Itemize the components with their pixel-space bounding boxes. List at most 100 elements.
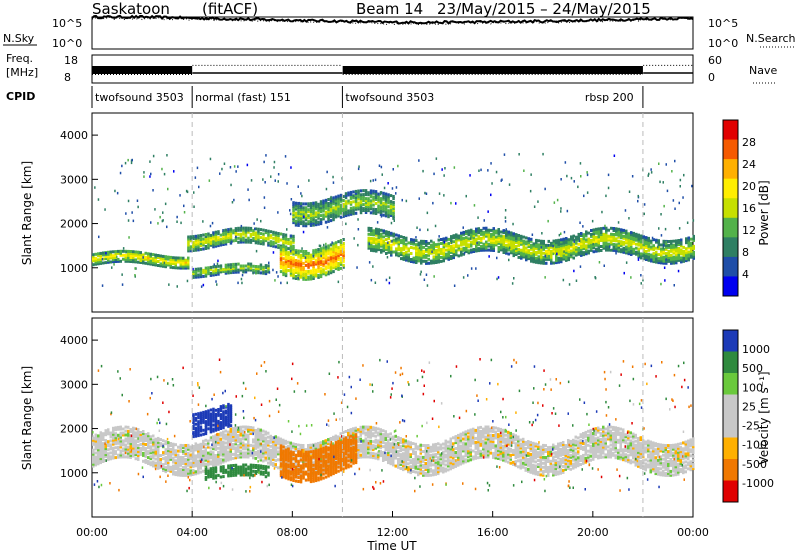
heat-cell [267, 447, 270, 451]
heat-cell [219, 439, 222, 443]
heat-cell [197, 463, 200, 467]
heat-cell [339, 256, 343, 260]
heat-cell [492, 239, 495, 243]
cpid-segments: twofsound 3503 normal (fast) 151 twofsound… [91, 86, 644, 108]
heat-cell [369, 189, 373, 193]
heat-cell [467, 245, 470, 249]
heat-cell [284, 274, 288, 278]
heat-cell [142, 443, 145, 447]
heat-cell [194, 444, 197, 448]
heat-cell [647, 254, 650, 258]
heat-cell [259, 428, 262, 432]
heat-cell [415, 251, 418, 255]
heat-cell [379, 205, 383, 209]
heat-cell [229, 239, 233, 243]
heat-cell [572, 242, 575, 246]
heat-cell [357, 193, 360, 197]
heat-cell [377, 192, 380, 196]
heat-cell [374, 430, 377, 434]
heat-cell [314, 201, 318, 205]
heat-cell [472, 236, 475, 240]
heat-cell [209, 235, 213, 239]
heat-cell [234, 454, 237, 458]
heat-cell [337, 214, 340, 218]
heat-cell [167, 455, 170, 459]
heat-cell [374, 428, 377, 432]
heat-cell [192, 449, 195, 452]
heat-cell [192, 237, 195, 241]
heat-cell [124, 259, 127, 263]
heat-cell [409, 459, 412, 463]
heat-cell [382, 207, 385, 211]
heat-cell [399, 459, 402, 462]
heat-cell [414, 470, 417, 474]
heat-cell [292, 270, 295, 274]
heat-cell [99, 441, 102, 445]
heat-cell [500, 238, 503, 242]
heat-cell [174, 471, 177, 475]
heat-speckle [605, 245, 607, 249]
heat-cell [197, 453, 200, 457]
heat-cell [414, 452, 417, 456]
heat-cell [187, 469, 190, 473]
heat-cell [512, 236, 515, 240]
heat-cell [429, 445, 432, 449]
heat-speckle [116, 191, 119, 195]
heat-cell [184, 462, 187, 465]
heat-cell [385, 252, 388, 255]
heat-cell [284, 237, 288, 241]
heat-speckle [247, 188, 249, 191]
heat-cell [432, 447, 435, 451]
heat-cell [590, 238, 593, 242]
heat-cell [542, 259, 545, 263]
heat-cell [475, 245, 478, 249]
heat-cell [119, 439, 122, 443]
heat-speckle [418, 159, 420, 162]
heat-cell [349, 192, 353, 196]
heat-cell [392, 463, 395, 467]
heat-cell [297, 212, 300, 215]
heat-cell [294, 253, 298, 257]
heat-cell [379, 428, 382, 432]
heat-cell [640, 246, 643, 250]
heat-cell [164, 462, 167, 466]
heat-cell [244, 238, 248, 242]
heat-cell [342, 204, 345, 208]
heat-cell [412, 238, 415, 242]
heat-cell [680, 256, 683, 260]
heat-cell [562, 257, 565, 261]
heat-cell [167, 465, 170, 468]
heat-cell [267, 451, 270, 455]
heat-cell [124, 257, 127, 261]
heat-cell [384, 436, 387, 440]
heat-cell [112, 426, 115, 430]
heat-cell [114, 434, 117, 438]
heat-cell [292, 236, 295, 240]
heat-cell [334, 263, 338, 267]
heat-speckle [388, 281, 391, 285]
heat-cell [124, 439, 127, 443]
heat-cell [349, 202, 353, 206]
heat-cell [319, 261, 323, 265]
heat-cell [425, 247, 428, 251]
heat-cell [632, 249, 635, 253]
heat-cell [259, 436, 262, 440]
heat-cell [642, 253, 645, 257]
heat-cell [127, 249, 130, 253]
heat-cell [124, 255, 127, 259]
heat-cell [294, 215, 298, 219]
heat-cell [304, 224, 308, 228]
heat-cell [169, 257, 172, 261]
heat-cell [227, 267, 230, 271]
heat-cell [440, 255, 443, 259]
heat-cell [224, 228, 228, 232]
heat-cell [434, 468, 437, 472]
heat-cell [322, 260, 325, 264]
heat-cell [372, 237, 375, 241]
heat-cell [387, 459, 390, 463]
heat-cell [99, 439, 102, 443]
heat-cell [309, 445, 312, 449]
heat-cell [495, 241, 498, 245]
heat-cell [389, 462, 392, 466]
heat-cell [505, 245, 508, 249]
